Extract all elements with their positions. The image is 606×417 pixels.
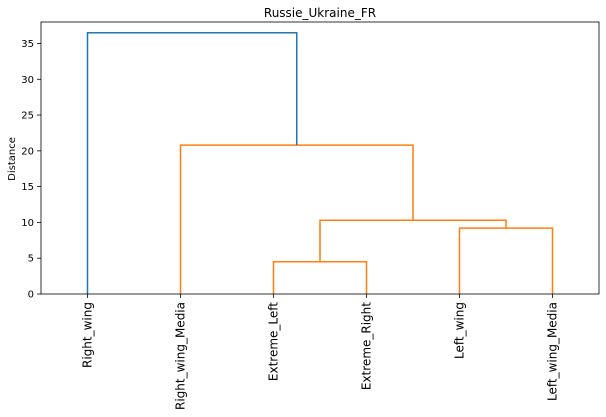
- dendrogram-link: [458, 227, 554, 294]
- y-tick-label: 35: [21, 39, 34, 50]
- y-tick-label: 20: [21, 146, 34, 157]
- leaf-label: Extreme_Left: [267, 302, 281, 381]
- leaf-label: Right_wing: [81, 302, 95, 368]
- y-tick-label: 5: [28, 254, 34, 265]
- leaf-label: Right_wing_Media: [174, 302, 188, 410]
- y-tick-label: 0: [28, 290, 34, 301]
- chart-title: Russie_Ukraine_FR: [264, 6, 376, 20]
- dendrogram-link: [179, 144, 414, 294]
- y-axis-label: Distance: [7, 137, 18, 181]
- dendrogram-link: [86, 31, 298, 294]
- dendrogram-links: [86, 31, 554, 294]
- x-axis: Right_wing Right_wing_Media Extreme_Left Ex…: [81, 294, 560, 410]
- dendrogram-link: [319, 219, 507, 262]
- leaf-label: Left_wing_Media: [546, 302, 560, 401]
- leaf-label: Left_wing: [453, 302, 467, 359]
- y-tick-label: 30: [21, 75, 34, 86]
- y-tick-label: 25: [21, 111, 34, 122]
- plot-frame: [40, 21, 600, 295]
- y-axis: 0 5 10 15 20 25 30 35: [21, 39, 41, 301]
- y-tick-label: 10: [21, 218, 34, 229]
- dendrogram-link: [272, 261, 368, 294]
- y-tick-label: 15: [21, 182, 34, 193]
- leaf-label: Extreme_Right: [360, 302, 374, 390]
